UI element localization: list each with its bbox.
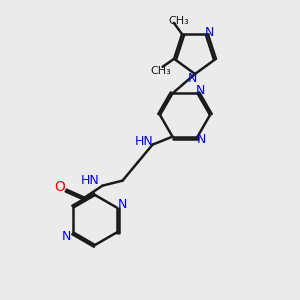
- Text: O: O: [54, 180, 65, 194]
- Text: CH₃: CH₃: [150, 66, 171, 76]
- Text: N: N: [196, 84, 205, 97]
- Text: N: N: [118, 198, 127, 211]
- Text: HN: HN: [135, 135, 154, 148]
- Text: CH₃: CH₃: [169, 16, 189, 26]
- Text: N: N: [197, 133, 206, 146]
- Text: HN: HN: [81, 174, 100, 187]
- Text: N: N: [62, 230, 71, 243]
- Text: N: N: [205, 26, 214, 39]
- Text: N: N: [187, 71, 197, 85]
